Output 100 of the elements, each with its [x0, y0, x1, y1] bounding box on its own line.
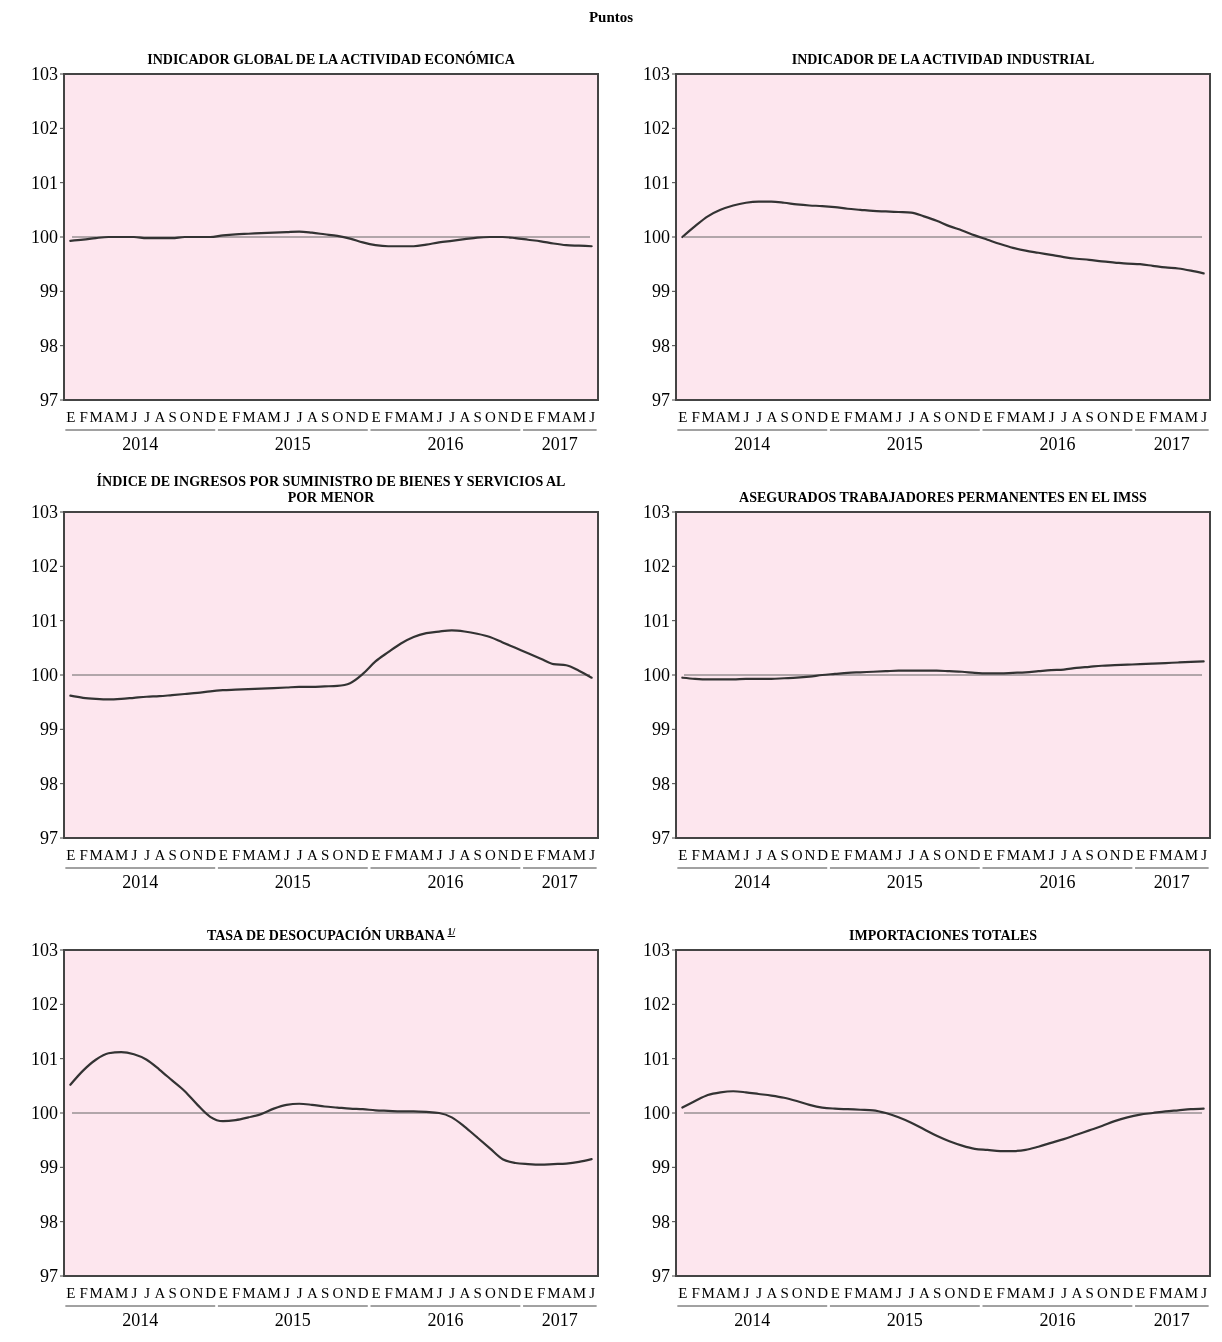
x-tick-label: A [154, 847, 166, 863]
x-tick-label: O [485, 1285, 497, 1301]
x-tick-label: F [384, 847, 393, 863]
x-tick-label: J [756, 409, 763, 425]
x-tick-label: J [1048, 1285, 1055, 1301]
x-tick-label: M [879, 847, 893, 863]
x-tick-label: D [969, 1285, 981, 1301]
x-tick-label: J [144, 1285, 151, 1301]
x-tick-label: F [79, 847, 88, 863]
text: 2016 [427, 434, 464, 454]
x-tick-label: S [780, 409, 789, 425]
x-tick-label: A [103, 1285, 115, 1301]
x-tick-label: O [332, 1285, 344, 1301]
x-tick-label: E [1135, 847, 1145, 863]
x-tick-label: A [1071, 1285, 1083, 1301]
y-tick-label: 99 [40, 719, 58, 740]
x-tick-label: M [115, 847, 129, 863]
x-tick-label: J [1061, 409, 1068, 425]
x-tick-label: S [473, 409, 482, 425]
y-tick-label: 102 [31, 118, 58, 139]
x-tick-label: M [420, 409, 434, 425]
x-tick-label: M [572, 847, 586, 863]
x-tick-label: D [1122, 409, 1134, 425]
x-tick-label: A [256, 409, 268, 425]
x-tick-label: J [144, 847, 151, 863]
x-tick-label: M [89, 409, 103, 425]
y-tick-label: 99 [40, 281, 58, 302]
x-tick-label: N [1109, 409, 1121, 425]
x-tick-label: J [131, 1285, 138, 1301]
chart-title: TASA DE DESOCUPACIÓN URBANA $^{1/}$ [206, 925, 456, 943]
y-tick-label: 102 [643, 118, 670, 139]
x-tick-label: N [957, 847, 969, 863]
x-tick-label: D [205, 847, 217, 863]
x-tick-label: J [436, 1285, 443, 1301]
x-tick-label: A [1173, 847, 1185, 863]
x-tick-label: S [1085, 409, 1094, 425]
x-tick-label: J [908, 1285, 915, 1301]
x-tick-label: A [561, 847, 573, 863]
x-tick-label: E [218, 847, 228, 863]
x-tick-label: M [115, 1285, 129, 1301]
x-tick-label: A [766, 847, 778, 863]
y-tick-label: 103 [643, 940, 670, 960]
x-tick-label: J [449, 847, 456, 863]
x-tick-label: J [743, 1285, 750, 1301]
x-tick-label: F [537, 409, 546, 425]
x-tick-label: A [256, 1285, 268, 1301]
y-tick-label: 98 [40, 1211, 58, 1232]
x-tick-label: J [1061, 847, 1068, 863]
x-tick-label: A [766, 409, 778, 425]
text: 2014 [734, 1310, 771, 1330]
text: 2015 [274, 872, 311, 892]
y-tick-label: 100 [31, 1103, 58, 1123]
text: 2017 [1153, 1310, 1190, 1330]
x-tick-label: D [205, 1285, 217, 1301]
x-tick-label: S [320, 1285, 329, 1301]
y-tick-label: 101 [31, 610, 58, 631]
x-tick-label: A [459, 847, 471, 863]
x-tick-label: M [547, 847, 561, 863]
x-tick-label: M [1184, 409, 1198, 425]
x-tick-label: A [1071, 409, 1083, 425]
x-tick-label: S [780, 847, 789, 863]
x-tick-label: A [256, 847, 268, 863]
x-tick-label: F [231, 847, 240, 863]
y-tick-label: 103 [643, 64, 670, 84]
x-tick-label: N [192, 847, 204, 863]
x-tick-label: S [1085, 1285, 1094, 1301]
x-tick-label: O [1097, 1285, 1109, 1301]
x-tick-label: A [154, 1285, 166, 1301]
x-tick-label: S [780, 1285, 789, 1301]
x-tick-label: E [66, 847, 76, 863]
x-tick-label: M [1159, 1285, 1173, 1301]
x-tick-label: A [561, 409, 573, 425]
x-tick-label: E [830, 847, 840, 863]
x-tick-label: A [154, 409, 166, 425]
x-tick-label: N [192, 1285, 204, 1301]
x-tick-label: F [843, 847, 852, 863]
x-tick-label: D [357, 409, 369, 425]
x-tick-label: O [944, 409, 956, 425]
text: 2015 [274, 434, 311, 454]
chart-title: INDICADOR DE LA ACTIVIDAD INDUSTRIAL [791, 52, 1095, 67]
x-tick-label: M [1159, 409, 1173, 425]
x-tick-label: A [1020, 409, 1032, 425]
x-tick-label: M [1159, 847, 1173, 863]
y-tick-label: 99 [652, 719, 670, 740]
x-tick-label: F [996, 1285, 1005, 1301]
x-tick-label: J [449, 409, 456, 425]
x-tick-label: M [242, 409, 256, 425]
x-tick-label: O [791, 1285, 803, 1301]
x-tick-label: E [523, 409, 533, 425]
text: 2017 [541, 1310, 578, 1330]
x-tick-label: A [868, 1285, 880, 1301]
y-tick-label: 101 [643, 1048, 670, 1069]
x-tick-label: M [1006, 409, 1020, 425]
x-tick-label: E [1135, 1285, 1145, 1301]
x-tick-label: A [715, 847, 727, 863]
x-tick-label: A [1173, 1285, 1185, 1301]
x-tick-label: J [756, 1285, 763, 1301]
y-tick-label: 99 [40, 1157, 58, 1178]
chart-title: IMPORTACIONES TOTALES [849, 928, 1038, 943]
text: 2015 [886, 434, 923, 454]
